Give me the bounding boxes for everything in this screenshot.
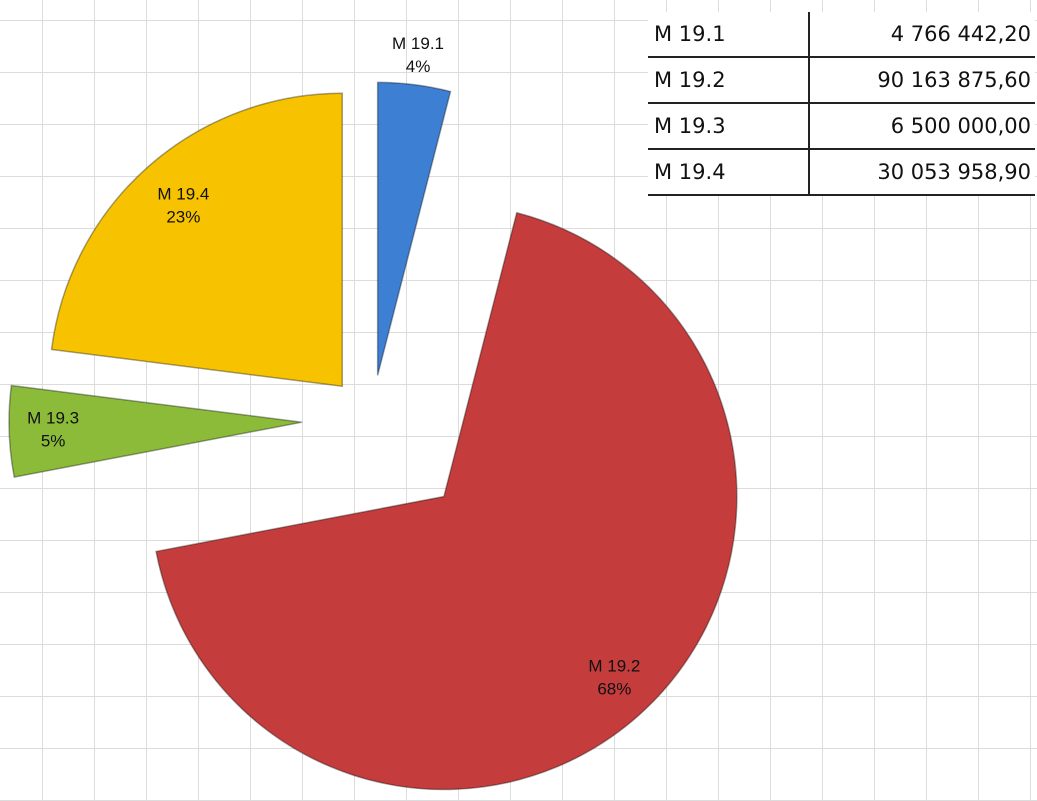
slice-value-label: 5% (41, 432, 66, 451)
slice-label: M 19.3 (27, 409, 79, 428)
pie-slice (50, 92, 343, 388)
slice-value-label: 68% (597, 680, 631, 699)
table-row: M 19.2 90 163 875,60 (648, 57, 1035, 104)
table-row: M 19.4 30 053 958,90 (648, 149, 1035, 196)
pie-slice (376, 81, 452, 376)
table-row: M 19.1 4 766 442,20 (648, 12, 1035, 58)
name-cell: M 19.4 (648, 149, 809, 196)
data-table: M 19.1 4 766 442,20 M 19.2 90 163 875,60 M 1… (648, 12, 1035, 196)
amount-cell: 90 163 875,60 (808, 57, 1035, 104)
slice-label: M 19.2 (588, 657, 640, 676)
amount-cell: 6 500 000,00 (808, 103, 1035, 150)
slice-label: M 19.4 (157, 185, 209, 204)
amount-cell: 4 766 442,20 (808, 12, 1035, 58)
pie-slice (155, 211, 738, 791)
slice-value-label: 4% (406, 57, 431, 76)
slice-label: M 19.1 (392, 34, 444, 53)
name-cell: M 19.3 (648, 103, 809, 150)
name-cell: M 19.1 (648, 12, 809, 58)
table-row: M 19.3 6 500 000,00 (648, 103, 1035, 150)
pie-slice (8, 384, 303, 478)
name-cell: M 19.2 (648, 57, 809, 104)
slice-value-label: 23% (166, 208, 200, 227)
amount-cell: 30 053 958,90 (808, 149, 1035, 196)
